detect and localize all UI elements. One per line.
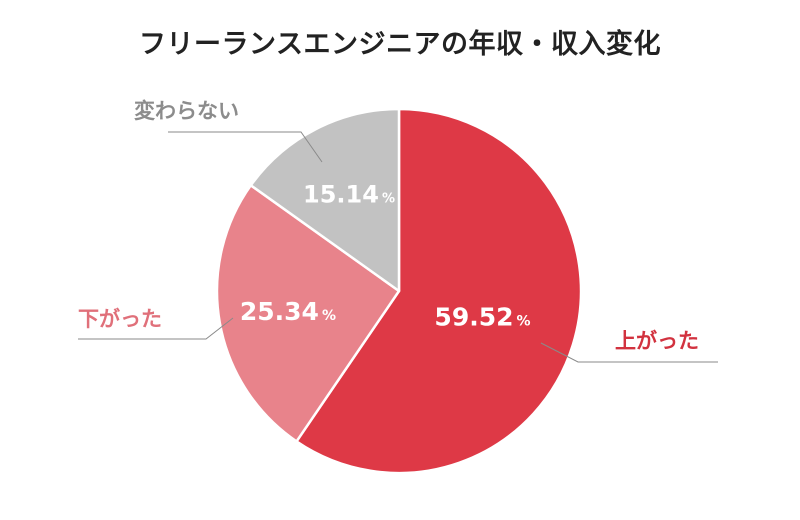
slice-value-label-1: 59.52%: [434, 303, 530, 332]
leader-line-3: [168, 131, 323, 163]
slice-category-label-2: 下がった: [78, 307, 162, 331]
pie-slice-1: [295, 107, 583, 475]
pie-slice-2: [215, 184, 401, 443]
slice-value-label-2: 25.34%: [240, 297, 336, 326]
chart-title: フリーランスエンジニアの年収・収入変化: [139, 29, 661, 60]
slice-value-label-3: 15.14%: [303, 181, 395, 209]
slice-category-label-1: 上がった: [615, 329, 699, 353]
leader-line-1: [540, 342, 718, 363]
pie-slices: [215, 107, 583, 475]
pie-slice-3: [249, 107, 401, 293]
leader-line-2: [78, 317, 234, 340]
slice-category-label-3: 変わらない: [134, 99, 239, 123]
pie-labels: 59.52 % 上がった 25.34 % 下がった 15.14 % 変わらない: [78, 99, 718, 363]
